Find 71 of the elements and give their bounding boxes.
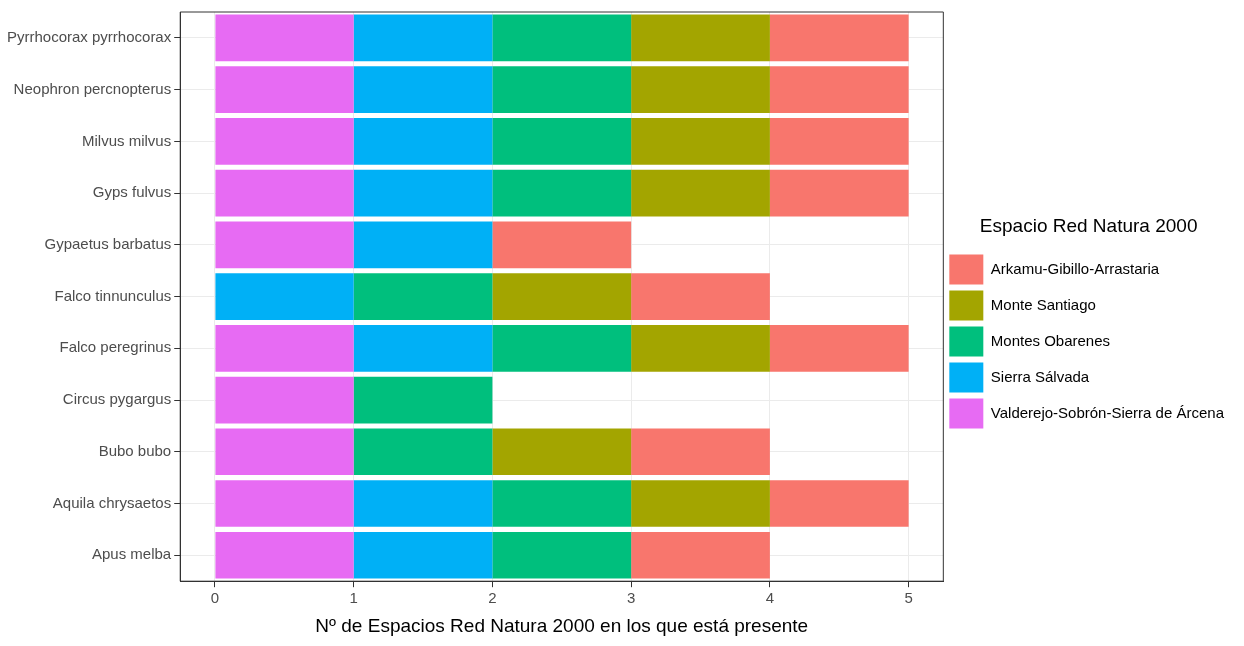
bar [215, 273, 354, 320]
bar [215, 66, 354, 113]
bar [353, 273, 493, 320]
bar [215, 221, 354, 269]
bar [631, 273, 770, 320]
y-tick-label: Gyps fulvus [92, 183, 172, 201]
y-tick-label: Apus melba [92, 545, 172, 563]
x-tick-label: 0 [210, 589, 220, 607]
y-tick-label: Neophron percnopterus [13, 79, 172, 97]
bar [769, 118, 909, 165]
bar [492, 66, 632, 113]
bar [492, 169, 632, 217]
bar [631, 169, 770, 217]
y-tick-label: Aquila chrysaetos [52, 493, 172, 511]
legend-label: Montes Obarenes [990, 331, 1111, 349]
bar [353, 169, 493, 217]
bar [215, 14, 354, 62]
x-tick-label: 2 [488, 589, 497, 607]
bar [769, 66, 909, 113]
bar [492, 325, 632, 372]
bar [631, 480, 770, 527]
bar [353, 221, 493, 269]
y-tick-label: Falco peregrinus [59, 338, 172, 356]
bar [492, 118, 632, 165]
bar [492, 221, 632, 269]
x-tick-label: 1 [349, 589, 358, 607]
y-tick-label: Milvus milvus [82, 131, 172, 149]
bar [353, 325, 493, 372]
bar [492, 532, 632, 579]
bar [769, 169, 909, 217]
bar [492, 273, 632, 320]
bar [769, 480, 909, 527]
bar [215, 118, 354, 165]
bar [492, 14, 632, 62]
bar [353, 480, 493, 527]
bar [492, 428, 632, 476]
legend-title: Espacio Red Natura 2000 [979, 215, 1198, 237]
bar [492, 480, 632, 527]
x-tick-label: 5 [904, 589, 913, 607]
y-tick-label: Falco tinnunculus [54, 286, 172, 304]
bar [631, 66, 770, 113]
legend-label: Arkamu-Gibillo-Arrastaria [990, 259, 1160, 277]
legend-label: Sierra Sálvada [990, 367, 1090, 385]
bar [769, 325, 909, 372]
bar [215, 325, 354, 372]
y-tick-label: Pyrrhocorax pyrrhocorax [6, 28, 172, 46]
bar [215, 376, 354, 424]
bar [353, 66, 493, 113]
y-tick-label: Bubo bubo [98, 441, 172, 459]
bar [215, 532, 354, 579]
y-tick-label: Circus pygargus [62, 390, 172, 408]
y-tick-label: Gypaetus barbatus [44, 235, 172, 252]
bar [631, 14, 770, 62]
bar [215, 428, 354, 476]
bar [215, 169, 354, 217]
bar [631, 118, 770, 165]
bar [353, 118, 493, 165]
bar [631, 428, 770, 476]
x-tick-label: 4 [765, 589, 775, 607]
bar [769, 14, 909, 62]
bar [631, 325, 770, 372]
bar [215, 480, 354, 527]
bar [353, 14, 493, 62]
bar [353, 428, 493, 476]
bar [353, 532, 493, 579]
legend-label: Valderejo-Sobrón-Sierra de Árcena [990, 403, 1225, 421]
bar [353, 376, 493, 424]
x-tick-label: 3 [626, 589, 636, 607]
bar [631, 532, 770, 579]
x-axis-title: Nº de Espacios Red Natura 2000 en los que está presente [315, 614, 809, 636]
legend-label: Monte Santiago [990, 295, 1096, 313]
